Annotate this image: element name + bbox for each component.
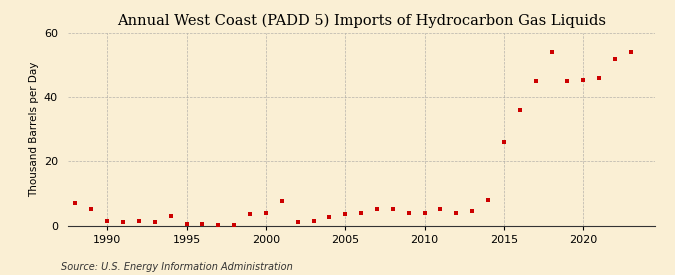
Point (435, 207, 446, 212)
Point (276, 199, 287, 204)
Point (451, 210, 462, 215)
Point (626, 50, 637, 54)
Point (356, 210, 367, 215)
Point (181, 222, 192, 226)
Point (483, 198, 493, 202)
Point (134, 218, 144, 223)
Point (102, 218, 113, 223)
Point (229, 223, 240, 227)
Point (499, 140, 510, 144)
Point (165, 214, 176, 218)
Point (213, 222, 223, 227)
Point (197, 222, 208, 226)
Point (340, 212, 350, 216)
Point (467, 209, 478, 213)
Point (117, 220, 128, 224)
Point (86, 207, 97, 212)
Title: Annual West Coast (PADD 5) Imports of Hydrocarbon Gas Liquids: Annual West Coast (PADD 5) Imports of Hy… (117, 13, 605, 28)
Point (578, 77, 589, 82)
Point (419, 210, 430, 215)
Y-axis label: Thousand Barrels per Day: Thousand Barrels per Day (30, 62, 39, 197)
Text: Source: U.S. Energy Information Administration: Source: U.S. Energy Information Administ… (61, 262, 292, 272)
Point (404, 210, 414, 215)
Point (149, 220, 160, 224)
Point (261, 210, 271, 215)
Point (546, 50, 557, 54)
Point (610, 56, 620, 61)
Point (70, 201, 81, 205)
Point (372, 207, 383, 212)
Point (514, 108, 525, 112)
Point (531, 79, 541, 83)
Point (308, 218, 319, 223)
Point (562, 79, 573, 83)
Point (244, 212, 255, 216)
Point (292, 220, 303, 224)
Point (594, 76, 605, 80)
Point (324, 215, 335, 220)
Point (387, 207, 398, 212)
